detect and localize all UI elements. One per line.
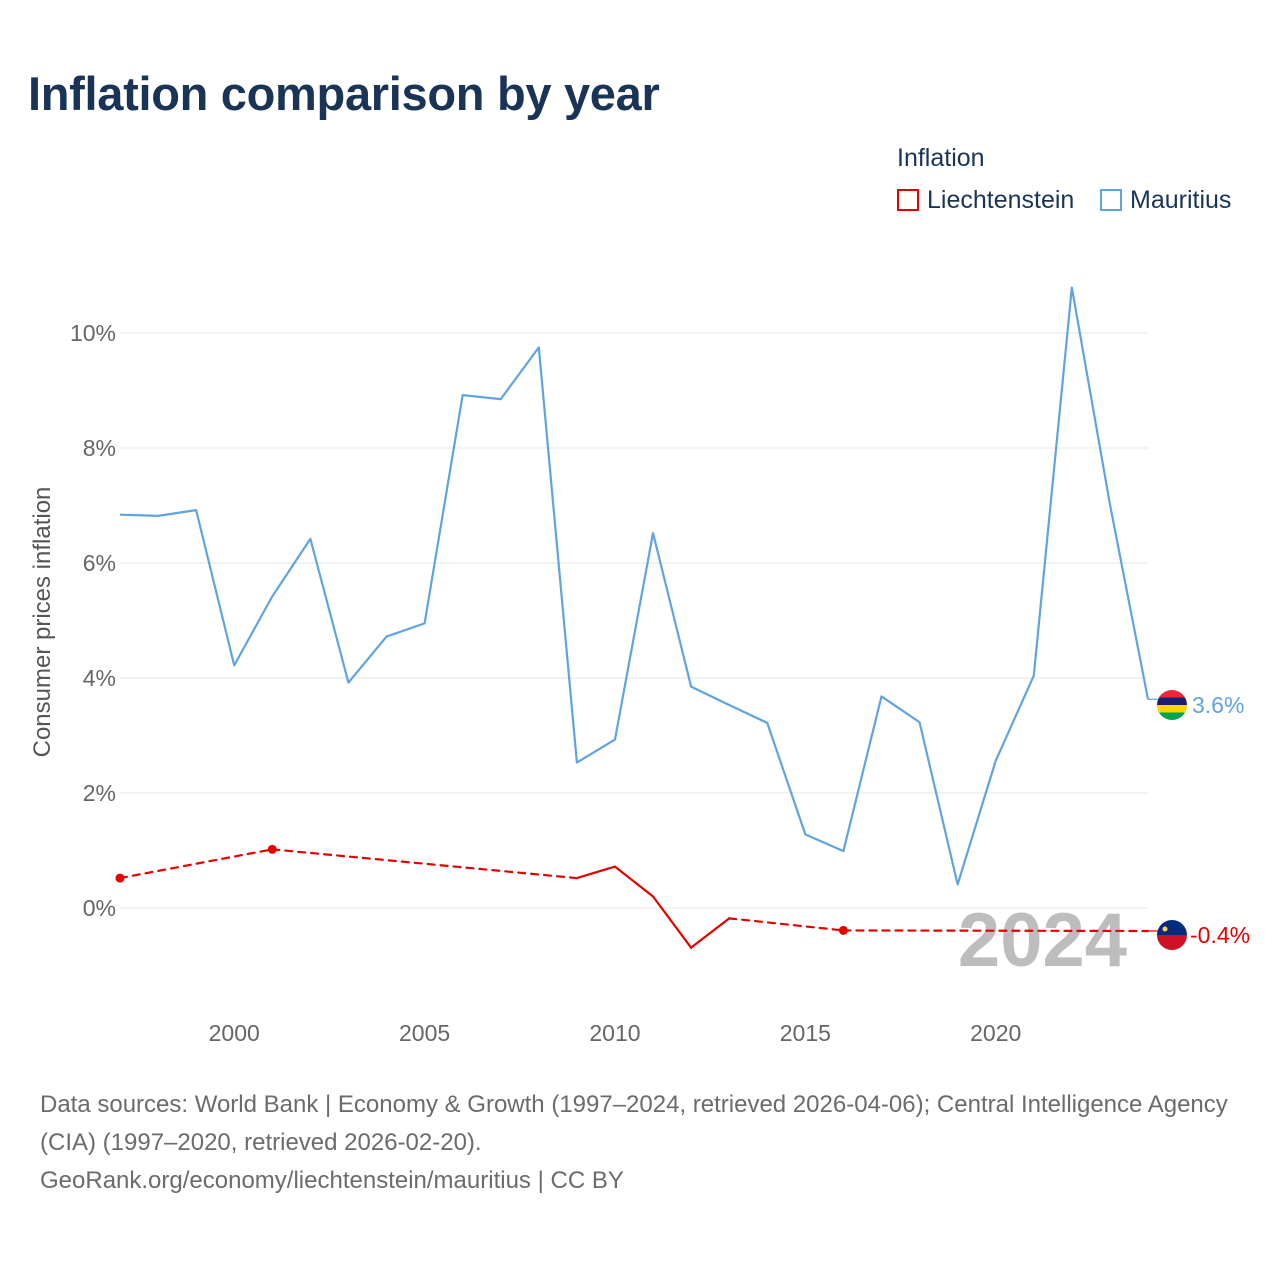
y-tick-label: 2%: [83, 780, 116, 806]
x-tick-label: 2000: [209, 1020, 260, 1046]
x-tick-label: 2020: [970, 1020, 1021, 1046]
data-source-note: Data sources: World Bank | Economy & Gro…: [40, 1086, 1240, 1200]
legend-swatch-mauritius: [1100, 189, 1122, 211]
series-segment-liechtenstein: [728, 917, 845, 932]
y-tick-label: 8%: [83, 435, 116, 461]
source-line-2: GeoRank.org/economy/liechtenstein/maurit…: [40, 1167, 624, 1194]
legend-title: Inflation: [897, 144, 985, 172]
y-tick-label: 6%: [83, 550, 116, 576]
end-label-liechtenstein: -0.4%: [1190, 922, 1250, 948]
liechtenstein-flag-icon: [1157, 920, 1187, 950]
chart-title: Inflation comparison by year: [28, 67, 660, 120]
year-watermark: 2024: [958, 898, 1127, 983]
series-segment-liechtenstein: [118, 848, 274, 880]
legend-item-liechtenstein[interactable]: Liechtenstein: [897, 185, 1074, 215]
series-segment-liechtenstein: [842, 929, 1150, 933]
legend-label-liechtenstein: Liechtenstein: [927, 185, 1075, 214]
series-segment-liechtenstein: [271, 848, 578, 880]
series-segment-liechtenstein: [575, 865, 617, 880]
y-axis-label: Consumer prices inflation: [29, 487, 56, 758]
point-marker-liechtenstein: [838, 925, 848, 935]
legend-item-mauritius[interactable]: Mauritius: [1100, 185, 1231, 215]
series-line-mauritius: [119, 286, 1150, 886]
series-segment-liechtenstein: [690, 917, 731, 949]
series-segment-liechtenstein: [613, 865, 655, 898]
source-line-1: Data sources: World Bank | Economy & Gro…: [40, 1091, 1228, 1156]
x-tick-label: 2010: [589, 1020, 640, 1046]
mauritius-flag-icon: [1157, 690, 1187, 720]
point-marker-liechtenstein: [267, 844, 277, 854]
x-tick-label: 2015: [780, 1020, 831, 1046]
series-segment-liechtenstein: [651, 895, 693, 949]
end-label-mauritius: 3.6%: [1192, 692, 1244, 718]
legend-swatch-liechtenstein: [897, 189, 919, 211]
y-tick-label: 10%: [70, 320, 116, 346]
legend-label-mauritius: Mauritius: [1130, 185, 1232, 214]
point-marker-liechtenstein: [115, 873, 125, 883]
y-tick-label: 4%: [83, 665, 116, 691]
x-tick-label: 2005: [399, 1020, 450, 1046]
y-tick-label: 0%: [83, 895, 116, 921]
